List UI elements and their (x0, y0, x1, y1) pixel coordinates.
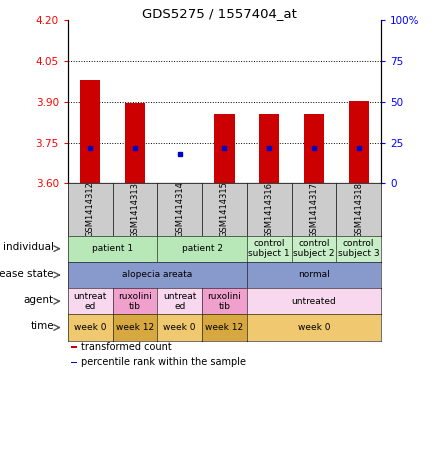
Text: GDS5275 / 1557404_at: GDS5275 / 1557404_at (141, 7, 297, 20)
Bar (80, 80, 100, 183)
Bar (71, 361, 77, 363)
Text: disease state: disease state (0, 269, 54, 279)
Text: week 12: week 12 (205, 323, 244, 332)
Text: transformed count: transformed count (81, 342, 172, 352)
Text: week 0: week 0 (298, 323, 330, 332)
Text: week 0: week 0 (163, 323, 196, 332)
Text: individual: individual (3, 242, 54, 252)
Text: control
subject 1: control subject 1 (248, 239, 290, 258)
Text: percentile rank within the sample: percentile rank within the sample (81, 357, 246, 367)
Text: week 12: week 12 (116, 323, 154, 332)
Bar (349, 101, 369, 183)
Text: GSM1414313: GSM1414313 (131, 182, 139, 237)
Text: patient 2: patient 2 (182, 244, 223, 253)
Text: GSM1414316: GSM1414316 (265, 182, 274, 237)
Text: GSM1414314: GSM1414314 (175, 182, 184, 237)
Text: GSM1414312: GSM1414312 (86, 182, 95, 237)
Text: patient 1: patient 1 (92, 244, 133, 253)
Bar (215, 114, 234, 183)
Bar (304, 114, 324, 183)
Text: time: time (30, 321, 54, 331)
Bar (259, 114, 279, 183)
Text: normal: normal (298, 270, 330, 280)
Bar (125, 103, 145, 183)
Text: untreated: untreated (292, 297, 336, 306)
Text: control
subject 2: control subject 2 (293, 239, 335, 258)
Text: ruxolini
tib: ruxolini tib (118, 292, 152, 311)
Text: ruxolini
tib: ruxolini tib (208, 292, 241, 311)
Text: GSM1414317: GSM1414317 (310, 182, 318, 237)
Bar (71, 346, 77, 347)
Text: alopecia areata: alopecia areata (122, 270, 192, 280)
Text: agent: agent (24, 295, 54, 305)
Text: week 0: week 0 (74, 323, 106, 332)
Text: control
subject 3: control subject 3 (338, 239, 379, 258)
Text: GSM1414315: GSM1414315 (220, 182, 229, 237)
Text: untreat
ed: untreat ed (74, 292, 107, 311)
Text: GSM1414318: GSM1414318 (354, 182, 363, 237)
Text: untreat
ed: untreat ed (163, 292, 196, 311)
